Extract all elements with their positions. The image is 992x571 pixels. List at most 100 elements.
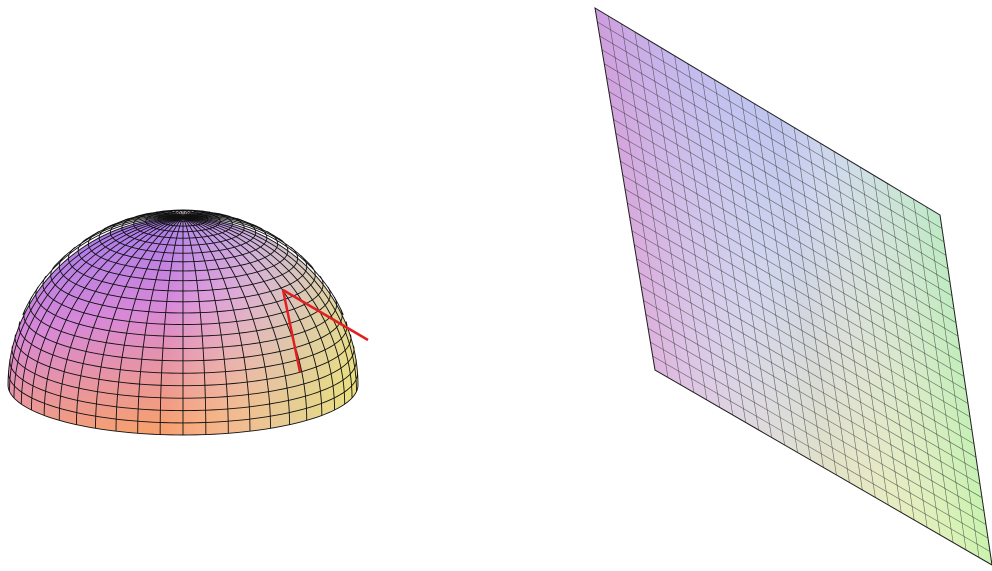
mesh-line xyxy=(182,216,336,411)
mesh-line xyxy=(182,216,312,267)
mesh-line xyxy=(14,334,184,387)
mesh-line xyxy=(28,296,184,349)
mesh-line xyxy=(182,216,251,432)
mesh-line xyxy=(155,211,184,218)
mesh-line xyxy=(43,216,184,416)
mesh-line xyxy=(159,217,184,435)
plane-grid-line xyxy=(624,188,967,391)
mesh-line xyxy=(18,321,184,374)
mesh-line xyxy=(182,296,338,349)
mesh-line xyxy=(20,216,184,405)
mesh-line xyxy=(7,216,184,386)
plane-grid-line xyxy=(645,314,985,512)
mesh-line xyxy=(9,359,184,412)
mesh-line xyxy=(182,308,343,362)
mesh-line xyxy=(95,216,184,429)
mesh-line xyxy=(67,246,184,292)
mesh-line xyxy=(182,265,316,314)
plane-grid-line xyxy=(636,258,977,458)
plane-grid-line xyxy=(846,159,902,513)
plane-grid-line xyxy=(926,206,980,558)
mesh-line xyxy=(182,216,357,392)
mesh-line xyxy=(182,275,324,325)
mesh-line xyxy=(77,238,184,282)
plane-grid-line xyxy=(807,135,863,491)
red-line xyxy=(282,288,369,342)
plane-grid-line xyxy=(899,191,954,543)
mesh-line xyxy=(76,216,184,425)
plane-border xyxy=(594,7,992,566)
mesh-line xyxy=(54,216,184,267)
plane-grid-line xyxy=(793,127,850,483)
mesh-line xyxy=(182,214,242,221)
mesh-line xyxy=(30,216,184,411)
mesh-line xyxy=(182,321,348,374)
mesh-line xyxy=(182,216,346,405)
mesh-line xyxy=(182,209,190,218)
plane-grid-line xyxy=(629,216,971,418)
mesh-line xyxy=(50,265,184,314)
mesh-line xyxy=(103,214,184,230)
mesh-line xyxy=(42,275,184,325)
mesh-line xyxy=(182,246,299,292)
mesh-line xyxy=(162,210,184,218)
mesh-line xyxy=(182,216,308,421)
mesh-line xyxy=(182,216,229,434)
plane-grid-line xyxy=(638,272,979,472)
plane-grid-line xyxy=(886,183,941,536)
mesh-line xyxy=(58,216,184,421)
mesh-line xyxy=(182,238,289,282)
plane-grid-line xyxy=(833,151,889,506)
mesh-line xyxy=(170,210,184,218)
mesh-line xyxy=(176,209,184,218)
hemisphere xyxy=(7,209,359,436)
mesh-line xyxy=(182,359,357,412)
mesh-line xyxy=(146,212,184,218)
mesh-line xyxy=(182,215,284,242)
plane-grid-line xyxy=(652,355,991,552)
cutting-plane xyxy=(594,7,992,566)
mesh-line xyxy=(182,214,263,230)
plane-grid-line xyxy=(820,143,876,498)
plane-grid-line xyxy=(631,230,973,431)
mesh-line xyxy=(182,216,323,416)
plane-grid-line xyxy=(650,341,989,539)
plane-grid-line xyxy=(643,300,983,498)
plane-grid-line xyxy=(641,286,981,485)
mesh-line xyxy=(182,286,331,337)
mesh-line xyxy=(182,216,359,386)
plane-grid-line xyxy=(634,244,975,445)
mesh-line xyxy=(11,345,184,399)
plane-grid-line xyxy=(647,327,987,525)
plane-surface xyxy=(595,8,992,565)
plane-grid-line xyxy=(627,202,969,404)
mesh-line xyxy=(182,210,196,218)
mesh-line xyxy=(124,214,184,221)
mesh-line xyxy=(182,345,355,399)
mesh-line xyxy=(13,216,184,398)
plane-grid-line xyxy=(873,175,928,528)
mesh-line xyxy=(137,216,184,434)
mesh-line xyxy=(9,216,184,392)
mesh-line xyxy=(23,308,184,362)
mesh-line xyxy=(182,216,290,425)
plane-grid-line xyxy=(780,119,837,476)
mesh-line xyxy=(182,213,231,218)
mesh-line xyxy=(22,216,184,315)
mesh-line xyxy=(35,286,184,337)
mesh-line xyxy=(182,211,211,218)
plane-grid-line xyxy=(860,167,915,521)
mesh-line xyxy=(115,216,184,432)
mesh-line xyxy=(182,217,207,435)
mesh-line xyxy=(182,212,220,218)
mesh-line xyxy=(182,216,353,398)
mesh-line xyxy=(182,216,344,315)
red-line xyxy=(281,289,302,373)
mesh-line xyxy=(135,213,184,218)
mesh-line xyxy=(182,210,204,218)
plane-grid-line xyxy=(913,199,967,551)
mesh-line xyxy=(182,334,352,387)
mesh-line xyxy=(82,215,184,242)
mesh-line xyxy=(182,216,271,429)
